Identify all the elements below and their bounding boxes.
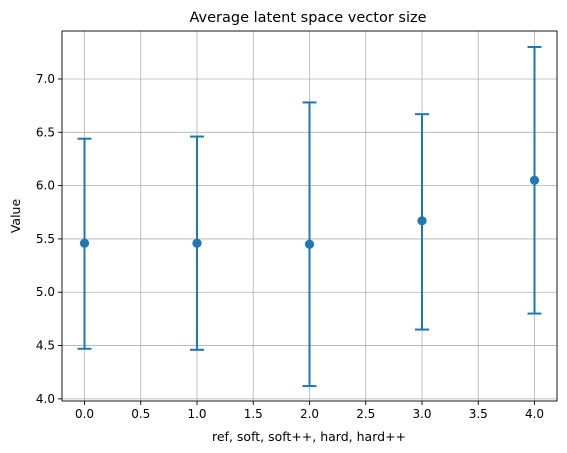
y-axis-label: Value bbox=[8, 199, 23, 234]
data-point bbox=[79, 238, 90, 248]
y-axis-ticks: 4.0 4.5 5.0 5.5 6.0 6.5 7.0 bbox=[36, 72, 62, 406]
y-tick-label: 4.5 bbox=[36, 339, 55, 353]
x-tick-label: 1.0 bbox=[187, 407, 206, 421]
x-tick-label: 0.0 bbox=[75, 407, 94, 421]
data-point bbox=[192, 238, 202, 248]
x-tick-label: 3.0 bbox=[412, 407, 431, 421]
y-tick-label: 6.0 bbox=[36, 179, 55, 193]
x-axis-ticks: 0.0 0.5 1.0 1.5 2.0 2.5 3.0 3.5 4.0 bbox=[75, 401, 544, 421]
data-point bbox=[529, 175, 540, 185]
x-axis-label: ref, soft, soft++, hard, hard++ bbox=[212, 429, 406, 444]
y-tick-label: 6.5 bbox=[36, 125, 55, 139]
chart-title: Average latent space vector size bbox=[189, 10, 426, 26]
data-point bbox=[417, 216, 427, 226]
y-tick-label: 4.0 bbox=[36, 392, 55, 406]
y-tick-label: 5.0 bbox=[36, 285, 55, 299]
x-tick-label: 3.5 bbox=[469, 407, 488, 421]
x-tick-label: 4.0 bbox=[525, 407, 544, 421]
y-tick-label: 7.0 bbox=[36, 72, 55, 86]
y-tick-label: 5.5 bbox=[36, 232, 55, 246]
x-tick-label: 2.0 bbox=[300, 407, 319, 421]
data-point bbox=[304, 239, 315, 249]
x-tick-label: 2.5 bbox=[356, 407, 375, 421]
x-tick-label: 1.5 bbox=[244, 407, 263, 421]
x-tick-label: 0.5 bbox=[131, 407, 150, 421]
data-points bbox=[79, 175, 540, 249]
